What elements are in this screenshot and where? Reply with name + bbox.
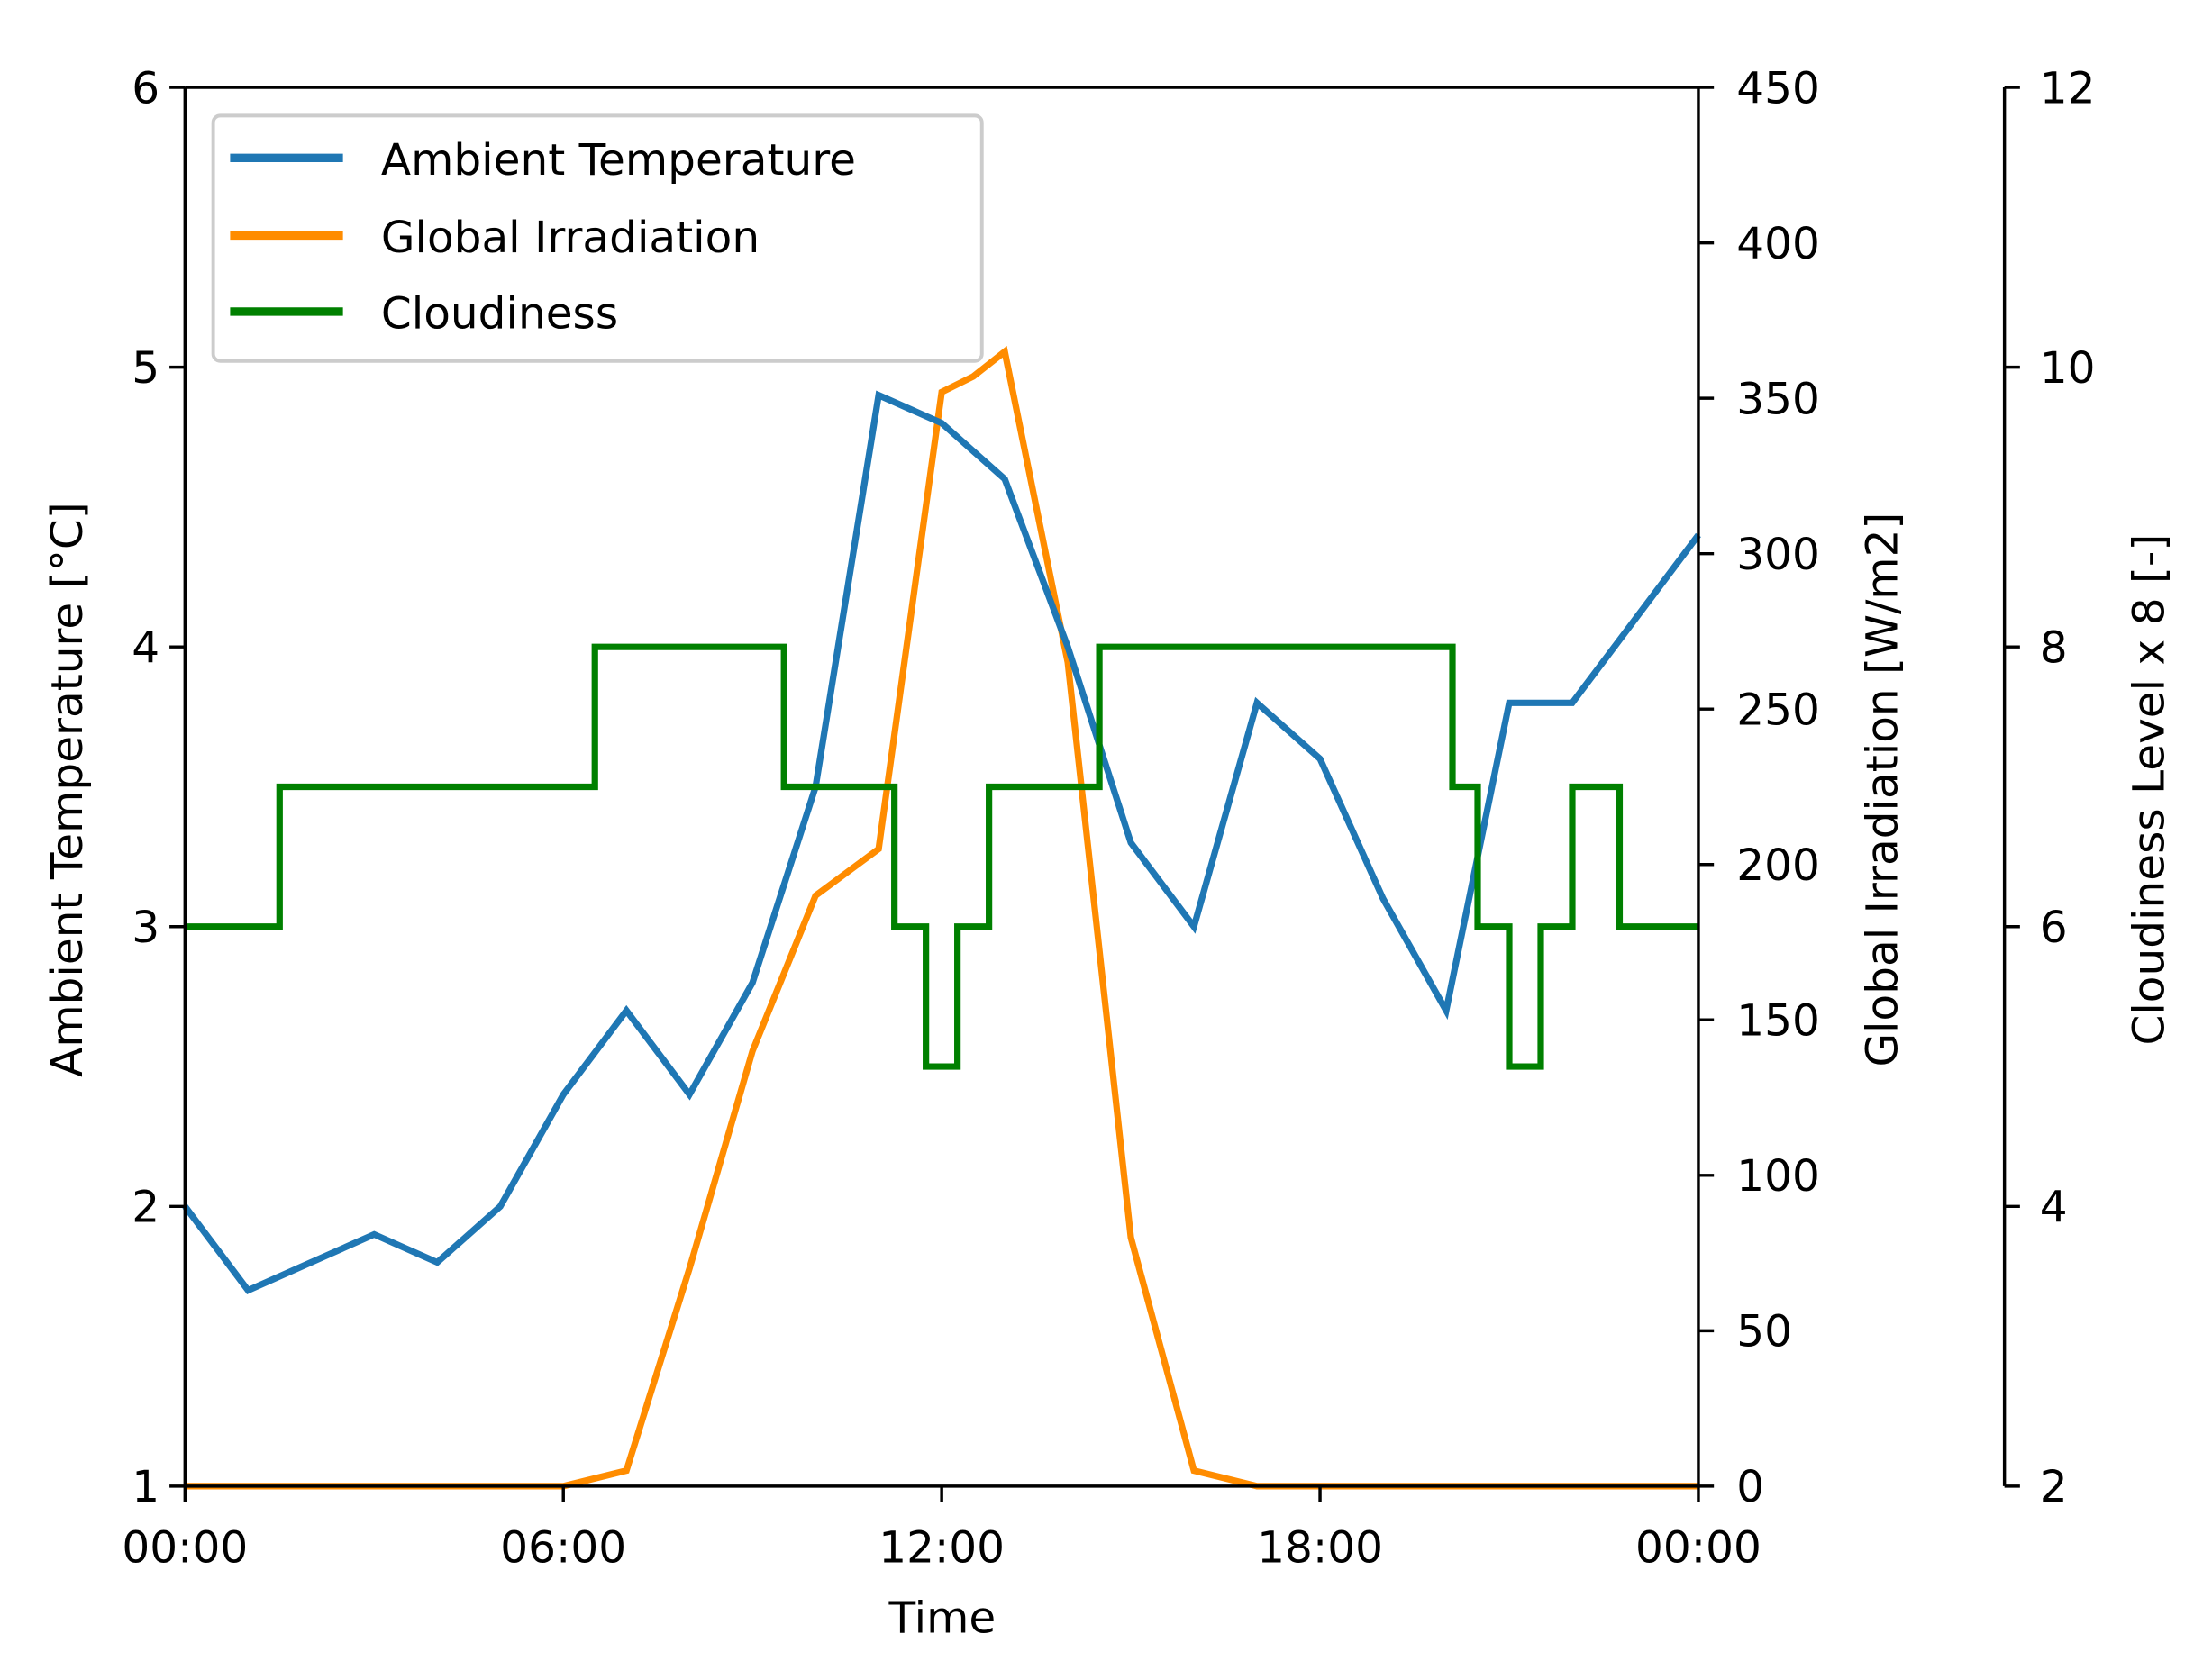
series-line-cloudiness [185, 643, 1698, 1070]
y-left-tick-label: 4 [132, 622, 159, 673]
legend-box [211, 113, 984, 363]
series-line-ambient-temperature [182, 390, 1701, 1294]
y-right-tick-label: 400 [1736, 219, 1820, 269]
x-tick-label: 12:00 [878, 1522, 1005, 1573]
legend-label-temperature: Ambient Temperature [381, 135, 856, 186]
legend: Ambient Temperature Global Irradiation C… [211, 113, 984, 363]
y-axis-right-label: Global Irradiation [W/m2] [1858, 513, 1908, 1067]
plot-lines [182, 345, 1701, 1490]
y-cloudiness-tick-label: 4 [2040, 1183, 2068, 1233]
y-axis-left-label: Ambient Temperature [°C] [42, 502, 93, 1076]
y-right-tick-label: 0 [1736, 1462, 1764, 1512]
y-axis-cloudiness-label: Cloudiness Level x 8 [-] [2125, 534, 2175, 1046]
y-left-tick-label: 2 [132, 1183, 159, 1233]
legend-label-irradiation: Global Irradiation [381, 213, 760, 263]
y-right-tick-label: 300 [1736, 530, 1820, 580]
y-right-tick-label: 150 [1736, 995, 1820, 1046]
series-line-global-irradiation [185, 345, 1698, 1490]
x-axis-label: Time [888, 1593, 997, 1644]
y-left-tick-label: 5 [132, 343, 159, 394]
y-right-tick-label: 350 [1736, 374, 1820, 424]
x-tick-label: 06:00 [500, 1522, 626, 1573]
legend-label-cloudiness: Cloudiness [381, 289, 618, 340]
axes-frame [183, 86, 2007, 1488]
x-tick-label: 00:00 [122, 1522, 248, 1573]
axis-ticks: 00:00 06:00 12:00 18:00 00:00123456050100150… [122, 63, 2095, 1573]
y-cloudiness-tick-label: 2 [2040, 1462, 2068, 1512]
y-left-tick-label: 1 [132, 1462, 159, 1512]
y-cloudiness-tick-label: 10 [2040, 343, 2096, 394]
y-right-tick-label: 250 [1736, 685, 1820, 735]
y-left-tick-label: 6 [132, 63, 159, 113]
y-left-tick-label: 3 [132, 903, 159, 953]
y-right-tick-label: 50 [1736, 1307, 1792, 1357]
y-cloudiness-tick-label: 8 [2040, 622, 2068, 673]
y-cloudiness-tick-label: 12 [2040, 63, 2096, 113]
x-tick-label: 18:00 [1257, 1522, 1383, 1573]
x-tick-label: 00:00 [1635, 1522, 1761, 1573]
y-right-tick-label: 100 [1736, 1151, 1820, 1202]
y-right-tick-label: 200 [1736, 840, 1820, 891]
y-cloudiness-tick-label: 6 [2040, 903, 2068, 953]
y-right-tick-label: 450 [1736, 63, 1820, 113]
